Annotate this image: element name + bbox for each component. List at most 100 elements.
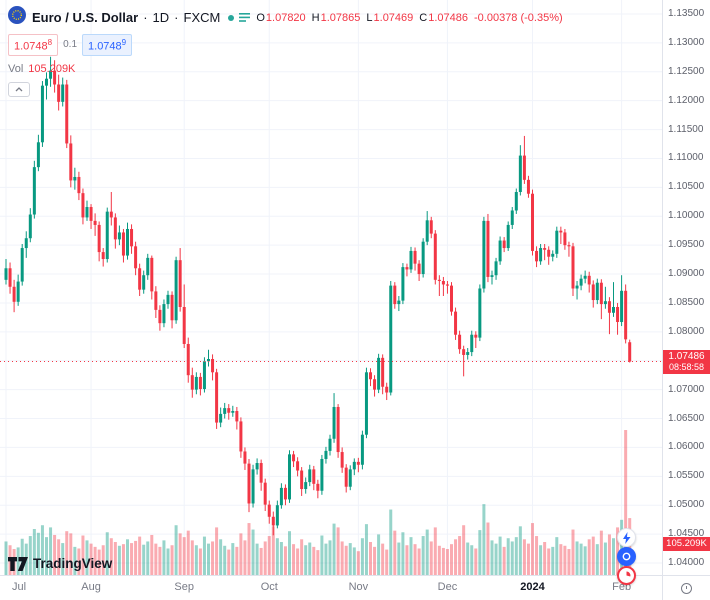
candle-body	[207, 359, 210, 362]
last-price-value: 1.07486	[668, 350, 705, 362]
candle-body	[24, 238, 28, 249]
bar-countdown: 08:58:58	[668, 361, 705, 372]
interval-value[interactable]: 1D	[152, 10, 170, 25]
volume-bar	[401, 532, 405, 575]
volume-bar	[539, 545, 543, 575]
candle-body	[308, 469, 312, 483]
volume-bar	[219, 539, 223, 575]
volume-bar	[421, 536, 425, 575]
time-tick-label: Nov	[348, 581, 369, 593]
collapse-legend-button[interactable]	[8, 81, 30, 97]
volume-bar	[61, 543, 65, 575]
candle-body	[595, 282, 599, 301]
volume-bar	[454, 539, 458, 575]
candle-body	[450, 285, 453, 312]
candle-body	[101, 252, 105, 260]
candle-body	[603, 301, 607, 305]
candle-body	[166, 294, 170, 305]
ohlc-open-label: O	[256, 11, 265, 24]
candle-body	[251, 469, 255, 504]
volume-bar	[377, 534, 381, 575]
candle-body	[377, 357, 381, 390]
candle-body	[441, 280, 445, 285]
volume-bar	[599, 530, 603, 575]
volume-bar	[251, 529, 255, 575]
candle-body	[575, 285, 579, 289]
separator: ·	[174, 10, 179, 25]
candle-body	[433, 233, 437, 280]
legend-title-row: Euro / U.S. Dollar · 1D · FXCM O 1.07820 …	[8, 6, 563, 29]
ohlc-low-value: 1.07469	[373, 11, 414, 24]
volume-bar	[235, 546, 239, 575]
volume-bar	[223, 545, 227, 575]
status-dot-icon[interactable]	[228, 14, 235, 21]
volume-bar	[162, 540, 166, 575]
ohlc-close-label: C	[419, 11, 428, 24]
tradingview-logo[interactable]: TradingView	[8, 556, 112, 571]
candle-body	[271, 516, 275, 526]
timer-icon	[626, 571, 631, 577]
candle-body	[620, 290, 624, 323]
legend-menu-icon[interactable]	[239, 13, 251, 22]
candle-body	[340, 452, 344, 468]
candle-body	[162, 304, 166, 324]
timer-button[interactable]	[617, 566, 636, 585]
time-tick-label: Sep	[174, 581, 194, 593]
volume-bars	[4, 430, 632, 575]
volume-bar	[502, 546, 506, 575]
price-axis[interactable]: 1.07486 08:58:58 105.209K 1.13500 1.13000…	[662, 0, 710, 575]
candle-body	[587, 275, 591, 285]
bid-price-sup: 8	[47, 38, 53, 47]
symbol-title[interactable]: Euro / U.S. Dollar	[32, 10, 139, 25]
volume-bar	[275, 538, 279, 575]
candle-body	[474, 334, 478, 338]
candle-body	[235, 411, 239, 422]
volume-bar	[543, 541, 547, 575]
candle-body	[81, 193, 85, 218]
bid-price-button[interactable]: 1.07488	[8, 34, 59, 56]
candle-body	[348, 469, 352, 487]
volume-bar	[215, 527, 219, 575]
price-tick-label: 1.04500	[668, 528, 705, 540]
candle-body	[259, 463, 263, 483]
volume-bar	[109, 538, 113, 575]
exchange-name[interactable]: FXCM	[183, 10, 221, 25]
price-tick-label: 1.09500	[668, 239, 705, 251]
candle-body	[105, 211, 109, 260]
candle-body	[445, 284, 449, 286]
volume-bar	[142, 544, 146, 575]
volume-bar	[571, 529, 575, 575]
volume-bar	[474, 548, 478, 575]
blue-circle-button[interactable]	[617, 547, 636, 566]
price-tick-label: 1.06500	[668, 412, 705, 424]
lightning-button[interactable]	[617, 528, 636, 547]
candle-body	[494, 261, 498, 276]
candle-body	[130, 228, 134, 247]
time-axis[interactable]: Jul Aug Sep Oct Nov Dec 2024 Feb	[0, 575, 662, 600]
time-tick-label: Aug	[81, 581, 101, 593]
candle-body	[12, 286, 16, 302]
price-tick-label: 1.05500	[668, 470, 705, 482]
volume-bar	[563, 545, 567, 575]
candle-body	[61, 84, 65, 102]
candle-body	[231, 411, 235, 413]
volume-bar	[57, 539, 61, 575]
last-price-label: 1.07486 08:58:58	[663, 349, 710, 374]
candle-body	[389, 285, 393, 393]
candle-body	[174, 260, 178, 321]
ask-price-button[interactable]: 1.07489	[82, 34, 133, 56]
candle-body	[4, 268, 8, 280]
candle-body	[583, 275, 587, 279]
chart-pane[interactable]: Euro / U.S. Dollar · 1D · FXCM O 1.07820 …	[0, 0, 662, 585]
candle-body	[142, 275, 146, 290]
candle-body	[486, 220, 490, 277]
price-tick-label: 1.13000	[668, 36, 705, 48]
volume-bar	[227, 549, 231, 575]
timezone-clock-icon[interactable]	[681, 582, 692, 594]
price-tick-label: 1.07000	[668, 383, 705, 395]
candle-body	[607, 301, 611, 313]
tradingview-logo-icon	[8, 556, 28, 571]
volume-bar	[85, 540, 89, 575]
bid-ask-row: 1.07488 0.1 1.07489	[8, 34, 563, 56]
volume-bar	[288, 531, 291, 575]
